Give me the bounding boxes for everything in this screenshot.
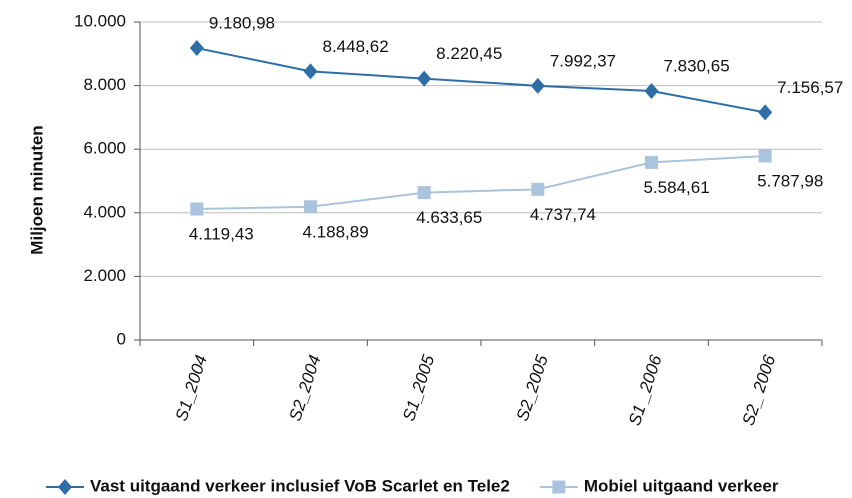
marker (530, 77, 545, 94)
marker (58, 479, 72, 495)
marker (303, 63, 318, 80)
series-line (196, 47, 766, 114)
data-label: 8.448,62 (323, 37, 389, 56)
legend-item: Vast uitgaand verkeer inclusief VoB Scar… (46, 476, 510, 495)
marker (645, 155, 658, 169)
y-tick-label: 6.000 (83, 139, 126, 158)
marker (644, 82, 659, 99)
x-tick-label: S1 _2006 (625, 352, 666, 428)
data-label: 4.737,74 (530, 205, 596, 224)
data-label: 4.188,89 (303, 222, 369, 241)
marker (417, 186, 431, 200)
y-tick-label: 8.000 (83, 75, 126, 94)
marker (304, 200, 317, 214)
y-tick-label: 4.000 (83, 202, 126, 221)
y-tick-label: 0 (117, 329, 126, 348)
legend-label: Vast uitgaand verkeer inclusief VoB Scar… (90, 476, 510, 495)
y-tick-label: 2.000 (83, 266, 126, 285)
legend-label: Mobiel uitgaand verkeer (584, 476, 779, 495)
data-label: 7.156,57 (777, 78, 843, 97)
data-label: 8.220,45 (436, 44, 502, 63)
marker (531, 182, 545, 196)
data-label: 4.119,43 (189, 224, 254, 243)
y-tick-label: 10.000 (74, 11, 126, 30)
marker (552, 480, 566, 494)
marker (417, 70, 432, 87)
data-label: 7.992,37 (550, 51, 616, 70)
marker (190, 202, 204, 216)
data-label: 5.787,98 (757, 171, 823, 190)
series-line (196, 154, 766, 211)
marker (758, 149, 772, 163)
data-label: 7.830,65 (664, 56, 730, 75)
x-tick-label: S2_ 2006 (739, 352, 780, 428)
data-label: 4.633,65 (416, 208, 482, 227)
legend-item: Mobiel uitgaand verkeer (539, 476, 779, 495)
marker (758, 104, 773, 121)
data-label: 5.584,61 (644, 178, 710, 197)
data-label: 9.180,98 (209, 14, 275, 33)
x-tick-label: S2_2004 (285, 353, 324, 424)
marker (189, 40, 204, 57)
x-tick-label: S2_2005 (513, 352, 552, 423)
y-axis-label: Miljoen minuten (27, 125, 46, 254)
x-tick-label: S1_2005 (399, 352, 438, 423)
x-tick-label: S1_2004 (172, 353, 211, 424)
